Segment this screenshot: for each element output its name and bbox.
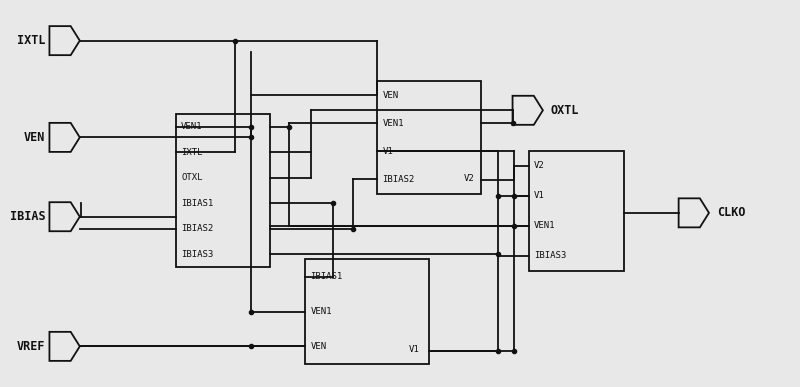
Text: IXTL: IXTL xyxy=(181,148,202,157)
Text: VEN1: VEN1 xyxy=(534,221,556,230)
Text: IBIAS: IBIAS xyxy=(10,210,46,223)
Bar xyxy=(305,259,429,364)
Text: V1: V1 xyxy=(409,344,419,354)
Text: VEN1: VEN1 xyxy=(382,119,404,128)
Text: IBIAS1: IBIAS1 xyxy=(310,272,342,281)
Text: IBIAS3: IBIAS3 xyxy=(181,250,214,259)
Text: VEN: VEN xyxy=(382,91,398,100)
Text: IBIAS1: IBIAS1 xyxy=(181,199,214,208)
Text: VEN1: VEN1 xyxy=(181,122,202,132)
Text: V2: V2 xyxy=(534,161,545,170)
Text: VEN: VEN xyxy=(24,131,46,144)
Bar xyxy=(377,81,481,194)
Bar xyxy=(175,114,270,267)
Text: OXTL: OXTL xyxy=(551,104,579,117)
Text: IBIAS3: IBIAS3 xyxy=(534,252,566,260)
Text: VREF: VREF xyxy=(17,340,46,353)
Text: CLKO: CLKO xyxy=(717,206,746,219)
Text: OTXL: OTXL xyxy=(181,173,202,182)
Bar xyxy=(529,151,624,271)
Text: V2: V2 xyxy=(463,173,474,183)
Text: IBIAS2: IBIAS2 xyxy=(382,175,414,184)
Text: IBIAS2: IBIAS2 xyxy=(181,224,214,233)
Text: V1: V1 xyxy=(382,147,393,156)
Text: VEN: VEN xyxy=(310,342,326,351)
Text: VEN1: VEN1 xyxy=(310,307,332,316)
Text: V1: V1 xyxy=(534,192,545,200)
Text: IXTL: IXTL xyxy=(17,34,46,47)
